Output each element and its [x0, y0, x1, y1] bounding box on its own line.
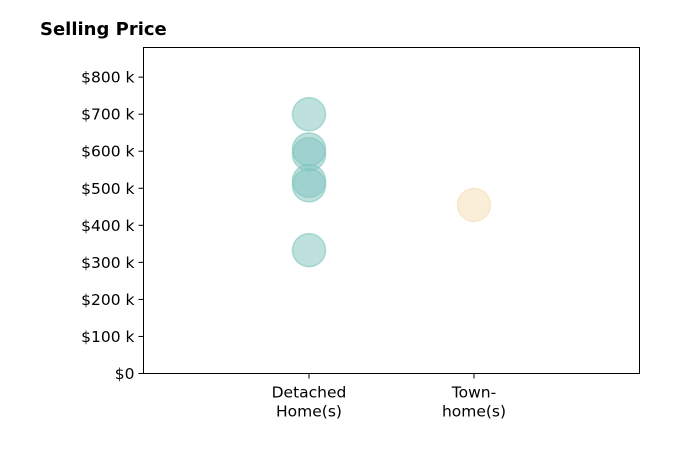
data-point [291, 232, 327, 268]
y-tick-label: $700 k [81, 106, 134, 124]
data-points [291, 96, 492, 268]
x-tick-label: Home(s) [276, 403, 342, 421]
y-tick-label: $400 k [81, 217, 134, 235]
data-point [456, 187, 492, 223]
y-tick-label: $0 [115, 365, 135, 383]
y-tick-label: $200 k [81, 291, 134, 309]
x-tick-label: home(s) [442, 403, 506, 421]
chart-title: Selling Price [40, 19, 167, 40]
data-point [291, 168, 327, 203]
x-tick-label: Town- [451, 384, 496, 402]
data-point [291, 96, 327, 132]
plot-frame [143, 47, 640, 374]
y-tick-label: $100 k [81, 328, 134, 346]
y-tick-label: $800 k [81, 69, 134, 87]
y-tick-label: $300 k [81, 254, 134, 272]
y-axis: $0 $100 k $200 k $300 k $400 k $500 k $600 k $7… [81, 69, 144, 383]
x-tick-label: Detached [272, 384, 347, 402]
y-tick-label: $500 k [81, 180, 134, 198]
y-tick-label: $600 k [81, 143, 134, 161]
